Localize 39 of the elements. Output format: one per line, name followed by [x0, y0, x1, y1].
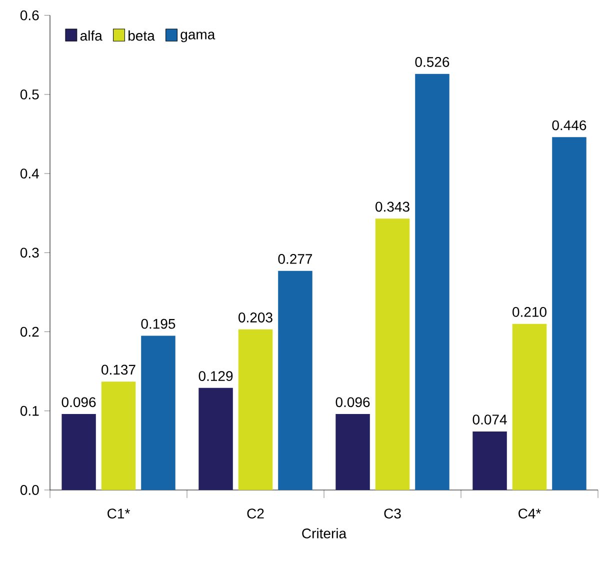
data-label: 0.129 — [198, 371, 233, 382]
data-label: 0.343 — [376, 202, 410, 212]
x-tick-label: C3 — [384, 508, 401, 519]
bar — [512, 324, 547, 490]
data-label: 0.096 — [62, 397, 96, 408]
data-label: 0.074 — [472, 414, 507, 425]
legend-label: gama — [180, 32, 216, 42]
x-tick-label: C2 — [247, 508, 264, 519]
y-tick-label: 0.6 — [20, 10, 39, 20]
data-label: 0.277 — [278, 254, 312, 264]
bar — [141, 336, 176, 490]
data-label: 0.195 — [141, 318, 176, 329]
bar — [336, 414, 370, 490]
bar — [278, 270, 312, 490]
bar — [62, 414, 96, 490]
y-tick-label: 0.3 — [20, 248, 39, 258]
y-tick-label: 0.5 — [20, 89, 39, 100]
y-tick-label: 0.2 — [20, 326, 39, 337]
data-label: 0.526 — [415, 57, 450, 67]
bar — [101, 382, 136, 490]
y-tick-label: 0.1 — [20, 406, 39, 416]
bar — [415, 74, 450, 490]
data-label: 0.096 — [336, 397, 370, 408]
data-label: 0.210 — [512, 307, 546, 317]
x-tick-label: C4* — [518, 508, 541, 519]
x-axis-title: Criteria — [302, 528, 347, 538]
y-tick-label: 0.4 — [20, 168, 39, 179]
legend-label: alfa — [80, 30, 102, 41]
bar — [552, 137, 586, 490]
x-tick-label: C1* — [108, 508, 130, 519]
data-label: 0.203 — [238, 312, 272, 322]
legend-label: beta — [128, 30, 155, 41]
bar — [238, 329, 273, 490]
y-tick-label: 0.0 — [20, 485, 39, 495]
data-label: 0.137 — [102, 364, 136, 375]
bar — [472, 431, 507, 490]
data-label: 0.446 — [552, 120, 586, 130]
bar — [198, 388, 233, 490]
bar — [375, 218, 410, 490]
